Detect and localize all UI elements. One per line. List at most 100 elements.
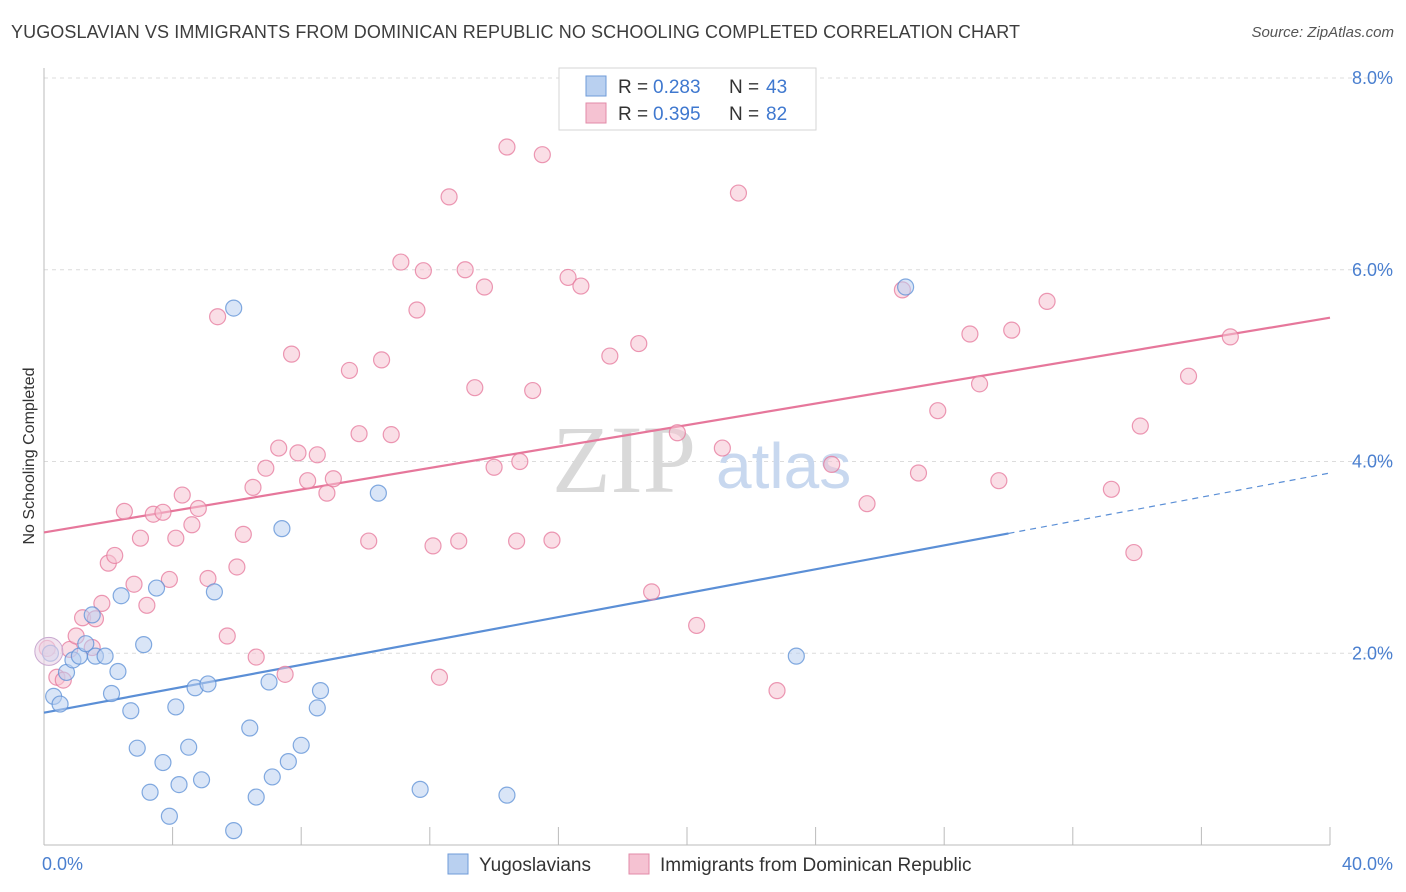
legend-r-value-2: 0.395 <box>653 104 701 125</box>
correlation-legend: R = 0.283 N = 43 R = 0.395 N = 82 <box>558 67 817 131</box>
point-dominican <box>324 470 342 488</box>
point-cluster-origin <box>34 636 64 666</box>
source-credit: Source: ZipAtlas.com <box>1251 24 1394 41</box>
point-dominican <box>440 188 458 206</box>
point-dominican <box>115 502 133 520</box>
point-yugoslavians <box>128 739 146 757</box>
point-dominican <box>382 426 400 444</box>
point-dominican <box>244 478 262 496</box>
point-dominican <box>125 575 143 593</box>
point-dominican <box>106 546 124 565</box>
point-yugoslavians <box>225 299 243 317</box>
point-dominican <box>234 525 252 543</box>
point-dominican <box>1038 292 1056 310</box>
point-yugoslavians <box>154 753 172 772</box>
point-yugoslavians <box>141 783 159 801</box>
point-dominican <box>392 253 410 271</box>
y-axis-title: No Schooling Completed <box>21 368 38 545</box>
point-dominican <box>630 334 648 353</box>
point-dominican <box>601 347 619 365</box>
point-yugoslavians <box>170 775 188 794</box>
point-dominican <box>909 464 928 482</box>
point-dominican <box>543 531 561 549</box>
point-dominican <box>1221 328 1239 346</box>
point-dominican <box>508 532 526 550</box>
point-dominican <box>318 484 336 502</box>
point-yugoslavians <box>180 738 198 756</box>
point-yugoslavians <box>167 698 185 716</box>
point-dominican <box>289 444 307 462</box>
point-yugoslavians <box>122 702 140 720</box>
point-dominican <box>218 627 236 645</box>
point-dominican <box>768 682 786 700</box>
point-dominican <box>424 537 442 555</box>
point-yugoslavians <box>260 673 278 691</box>
point-dominican <box>360 532 378 550</box>
point-dominican <box>511 452 529 471</box>
point-dominican <box>167 529 185 547</box>
point-dominican <box>475 278 494 296</box>
point-dominican <box>414 262 432 280</box>
trend-line-dominican <box>43 316 1331 534</box>
point-dominican <box>1125 543 1143 562</box>
point-yugoslavians <box>273 520 291 538</box>
point-yugoslavians <box>83 606 101 624</box>
trend-line-extension <box>1008 472 1331 534</box>
point-dominican <box>524 381 542 400</box>
point-yugoslavians <box>247 788 265 806</box>
point-dominican <box>533 146 551 164</box>
point-yugoslavians <box>205 583 223 601</box>
point-dominican <box>372 351 391 369</box>
point-dominican <box>299 472 317 490</box>
point-yugoslavians <box>787 647 805 665</box>
point-yugoslavians <box>160 807 178 825</box>
point-yugoslavians <box>77 635 95 653</box>
legend-n-value-2: 82 <box>766 104 787 125</box>
legend-swatch-dominican <box>585 102 607 124</box>
point-yugoslavians <box>897 278 915 296</box>
point-dominican <box>340 361 359 380</box>
point-dominican <box>173 486 191 504</box>
chart-title: YUGOSLAVIAN VS IMMIGRANTS FROM DOMINICAN… <box>11 22 1021 42</box>
y-tick-label: 8.0% <box>1352 68 1393 88</box>
point-yugoslavians <box>135 636 153 654</box>
point-yugoslavians <box>308 699 326 717</box>
point-dominican <box>823 455 841 473</box>
point-dominican <box>572 277 590 295</box>
point-dominican <box>350 425 368 443</box>
point-dominican <box>668 424 686 442</box>
watermark: ZIP atlas <box>552 406 851 513</box>
point-dominican <box>990 472 1008 490</box>
point-dominican <box>729 184 748 202</box>
legend-swatch-yugoslavians <box>585 75 607 97</box>
x-tick-min: 0.0% <box>42 854 83 874</box>
point-yugoslavians <box>311 682 330 700</box>
point-dominican <box>282 345 301 363</box>
point-yugoslavians <box>498 786 516 804</box>
point-yugoslavians <box>241 719 259 737</box>
point-yugoslavians <box>102 684 121 703</box>
point-yugoslavians <box>279 752 297 771</box>
point-yugoslavians <box>199 675 217 693</box>
legend-r-label-1: R = <box>618 77 648 98</box>
point-dominican <box>929 402 947 420</box>
point-yugoslavians <box>192 771 211 789</box>
point-dominican <box>131 529 150 547</box>
legend-n-label-2: N = <box>729 104 759 125</box>
point-dominican <box>466 379 484 397</box>
point-dominican <box>430 668 449 686</box>
point-yugoslavians <box>292 736 310 754</box>
x-tick-max: 40.0% <box>1342 854 1393 874</box>
axes <box>43 68 1331 846</box>
legend-n-value-1: 43 <box>766 77 787 98</box>
data-points <box>34 138 1239 840</box>
series-legend: Yugoslavians Immigrants from Dominican R… <box>447 853 972 876</box>
point-yugoslavians <box>147 579 166 597</box>
point-yugoslavians <box>51 695 69 713</box>
legend-r-label-2: R = <box>618 104 648 125</box>
point-dominican <box>160 570 178 589</box>
point-dominican <box>189 499 207 518</box>
point-dominican <box>270 439 288 457</box>
series-legend-label-dominican: Immigrants from Dominican Republic <box>660 855 972 876</box>
